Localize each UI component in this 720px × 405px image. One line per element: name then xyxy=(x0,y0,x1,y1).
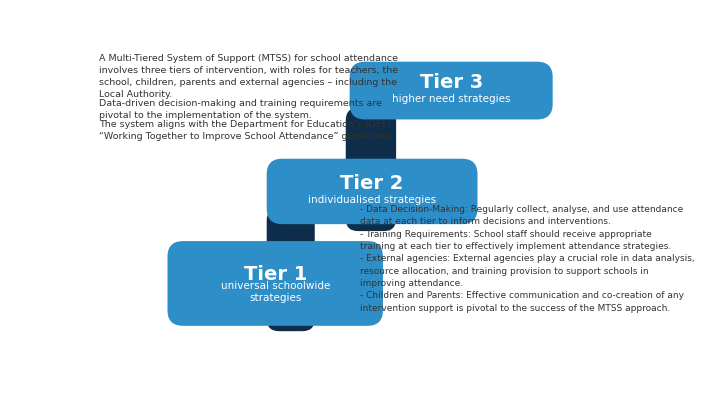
Text: Tier 2: Tier 2 xyxy=(341,174,404,193)
Text: - Data Decision-Making: Regularly collect, analyse, and use attendance
data at e: - Data Decision-Making: Regularly collec… xyxy=(360,205,694,313)
FancyBboxPatch shape xyxy=(168,241,383,326)
Text: The system aligns with the Department for Education’s (DFE)
“Working Together to: The system aligns with the Department fo… xyxy=(99,120,393,141)
Text: universal schoolwide
strategies: universal schoolwide strategies xyxy=(220,281,330,303)
Text: A Multi-Tiered System of Support (MTSS) for school attendance
involves three tie: A Multi-Tiered System of Support (MTSS) … xyxy=(99,54,398,100)
FancyBboxPatch shape xyxy=(350,62,553,119)
Text: Tier 3: Tier 3 xyxy=(420,73,483,92)
Text: higher need strategies: higher need strategies xyxy=(392,94,510,104)
FancyBboxPatch shape xyxy=(346,108,396,231)
FancyBboxPatch shape xyxy=(266,159,477,224)
Text: individualised strategies: individualised strategies xyxy=(308,195,436,205)
Text: Tier 1: Tier 1 xyxy=(243,265,307,284)
FancyBboxPatch shape xyxy=(266,208,315,331)
Text: Data-driven decision-making and training requirements are
pivotal to the impleme: Data-driven decision-making and training… xyxy=(99,99,382,120)
